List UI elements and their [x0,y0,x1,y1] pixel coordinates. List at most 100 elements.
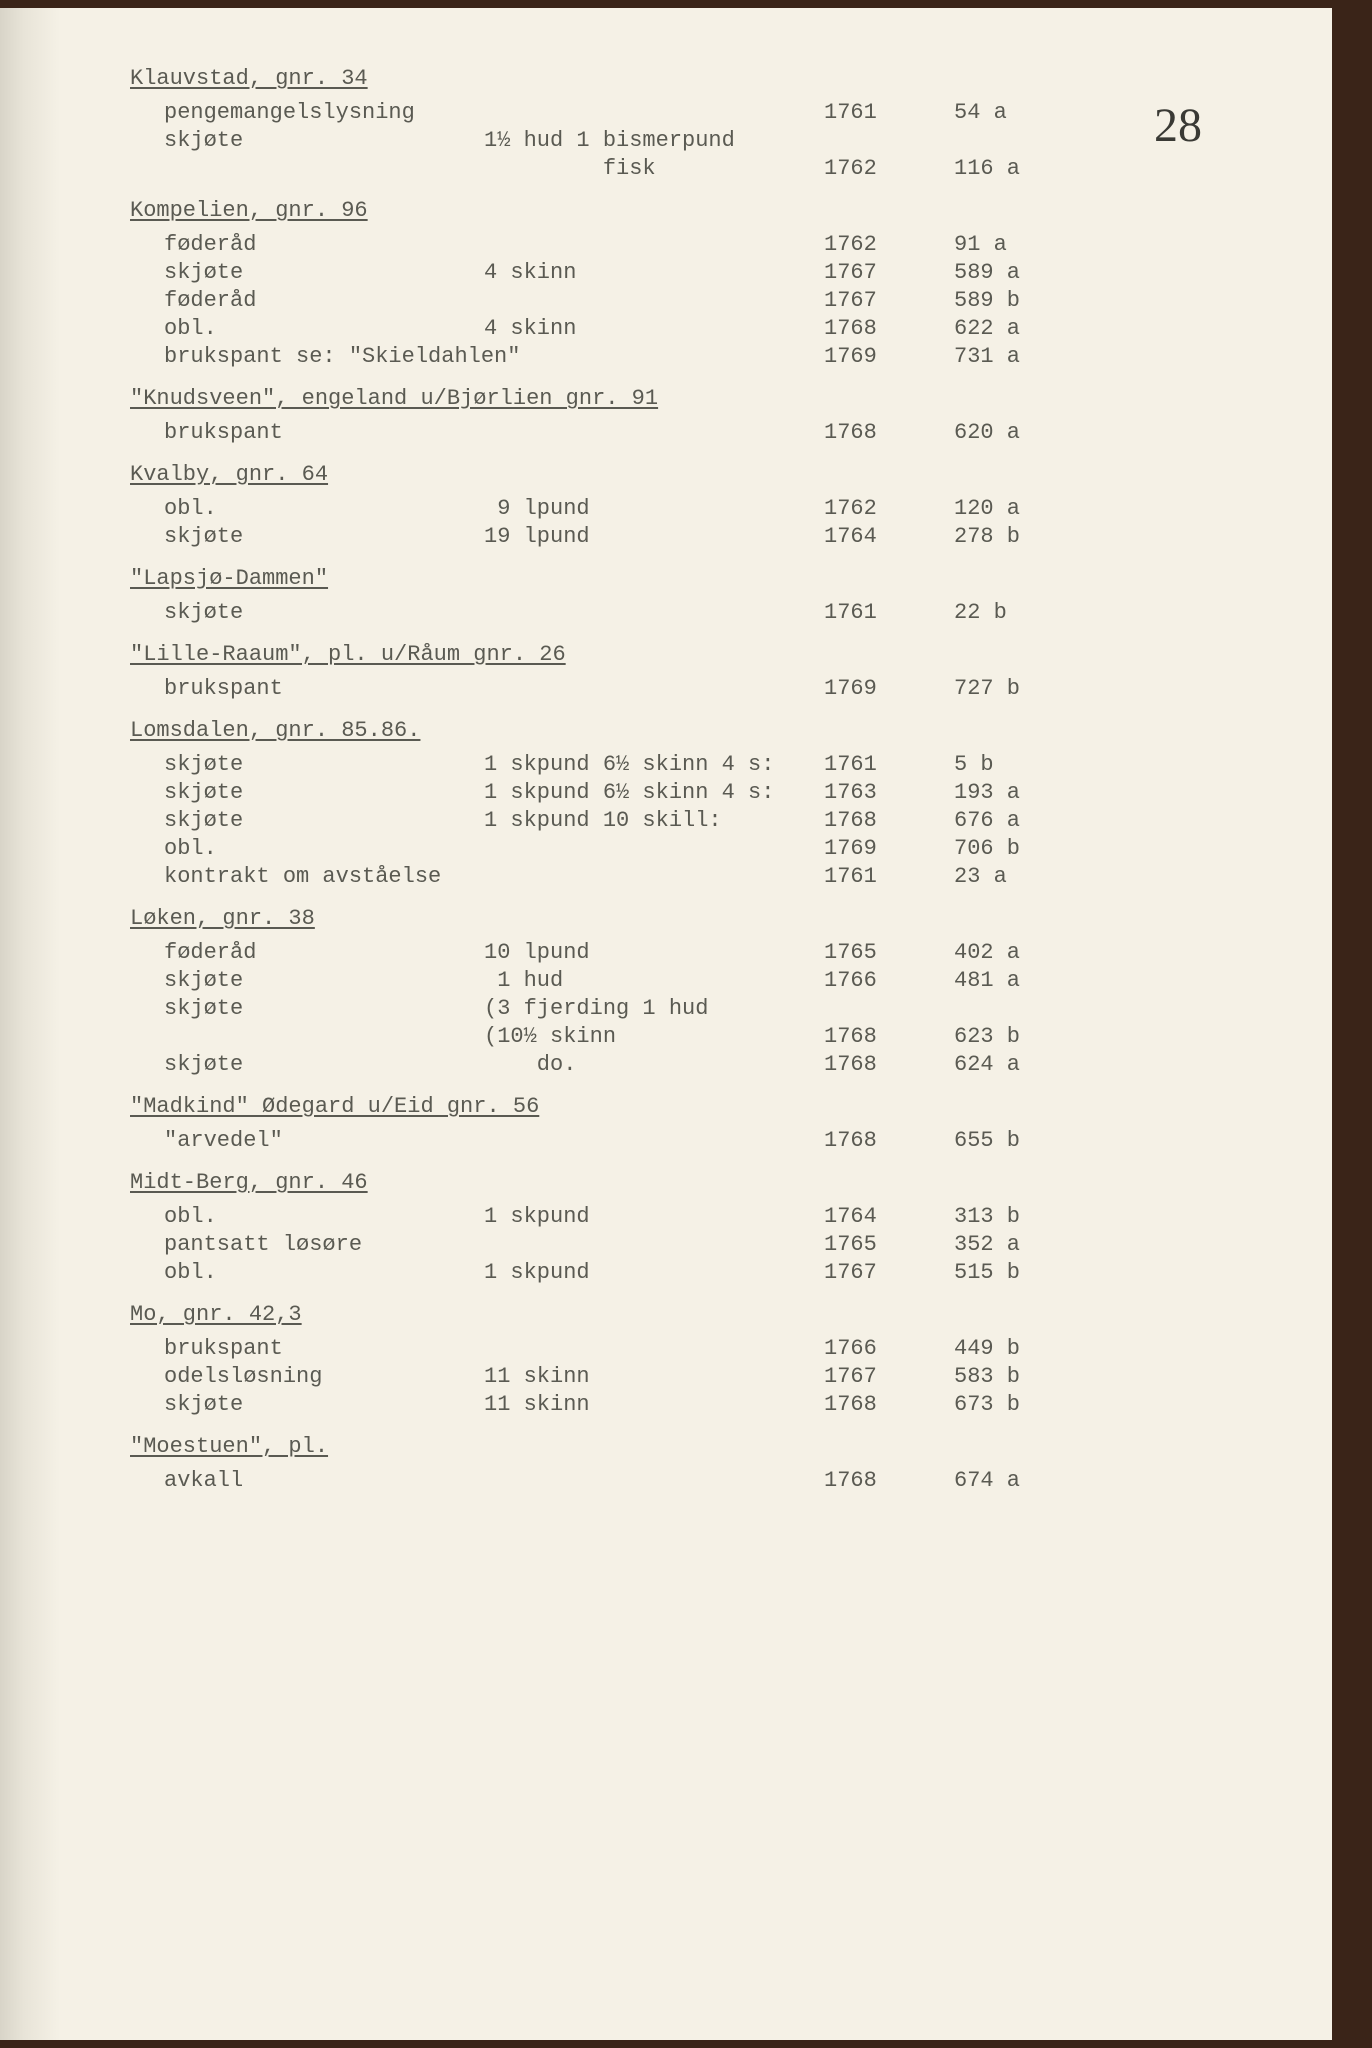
entry-ref: 481 a [954,970,1074,992]
section-heading: "Knudsveen", engeland u/Bjørlien gnr. 91 [130,388,658,410]
section-heading-row: Mo, gnr. 42,3 [130,1304,1242,1332]
entry-amount: 1 skpund [484,1262,824,1284]
ledger-row: skjøte19 lpund1764278 b [130,526,1242,554]
entry-ref: 5 b [954,754,1074,776]
entry-label: avkall [130,1470,484,1492]
entry-ref: 589 b [954,290,1074,312]
ledger-row: skjøte176122 b [130,602,1242,630]
entry-label: obl. [130,1206,484,1228]
entry-amount: 1 hud [484,970,824,992]
section-gap [130,1498,1242,1512]
entry-amount: 11 skinn [484,1394,824,1416]
entry-year: 1768 [824,1470,954,1492]
entry-ref: 589 a [954,262,1074,284]
ledger-row: avkall1768674 a [130,1470,1242,1498]
entry-label: skjøte [130,970,484,992]
section-heading: "Madkind" Ødegard u/Eid gnr. 56 [130,1096,539,1118]
entry-year: 1767 [824,262,954,284]
entry-year: 1768 [824,1054,954,1076]
entry-label: skjøte [130,526,484,548]
entry-amount: do. [484,1054,824,1076]
entry-label: odelsløsning [130,1366,484,1388]
ledger-row: føderåd 176291 a [130,234,1242,262]
entry-year: 1764 [824,526,954,548]
entry-label: kontrakt om avståelse [130,866,484,888]
ledger-row: odelsløsning11 skinn1767583 b [130,1366,1242,1394]
ledger-row: skjøte 1 hud1766481 a [130,970,1242,998]
entry-year: 1763 [824,782,954,804]
ledger-row: skjøte11 skinn1768673 b [130,1394,1242,1422]
ledger-row: skjøte1 skpund 6½ skinn 4 s:1763193 a [130,782,1242,810]
section-heading: "Moestuen", pl. [130,1436,328,1458]
entry-amount: 1 skpund [484,1206,824,1228]
ledger-row: pantsatt løsøre1765352 a [130,1234,1242,1262]
entry-ref: 622 a [954,318,1074,340]
ledger-row: skjøte4 skinn1767589 a [130,262,1242,290]
entry-label: føderåd [130,234,484,256]
ledger-row: obl.1 skpund1764313 b [130,1206,1242,1234]
entry-year: 1761 [824,754,954,776]
entry-amount: (10½ skinn [484,1026,824,1048]
entry-year: 1766 [824,1338,954,1360]
entry-ref: 313 b [954,1206,1074,1228]
section-heading-row: Midt-Berg, gnr. 46 [130,1172,1242,1200]
section-heading: Lomsdalen, gnr. 85.86. [130,720,420,742]
entry-year: 1768 [824,810,954,832]
entry-ref: 402 a [954,942,1074,964]
entry-label: skjøte [130,754,484,776]
ledger-row: skjøte do.1768624 a [130,1054,1242,1082]
section-heading: Mo, gnr. 42,3 [130,1304,302,1326]
entry-amount: 11 skinn [484,1366,824,1388]
section-heading-row: "Moestuen", pl. [130,1436,1242,1464]
entry-ref: 120 a [954,498,1074,520]
entry-label: brukspant [130,422,484,444]
entry-year: 1761 [824,102,954,124]
entry-amount: 1 skpund 10 skill: [484,810,824,832]
entry-ref: 278 b [954,526,1074,548]
entry-label: skjøte [130,1394,484,1416]
entry-year: 1768 [824,422,954,444]
entry-ref: 727 b [954,678,1074,700]
entry-year: 1768 [824,1130,954,1152]
entry-label: "arvedel" [130,1130,484,1152]
entry-ref: 22 b [954,602,1074,624]
entry-label: pantsatt løsøre [130,1234,484,1256]
entry-year: 1767 [824,1366,954,1388]
entry-amount: 1 skpund 6½ skinn 4 s: [484,782,824,804]
entry-amount: (3 fjerding 1 hud [484,998,824,1020]
entry-year: 1762 [824,498,954,520]
ledger-row: brukspant1769727 b [130,678,1242,706]
section-heading: "Lapsjø-Dammen" [130,568,328,590]
entry-ref: 706 b [954,838,1074,860]
entry-year: 1762 [824,158,954,180]
entry-year: 1765 [824,1234,954,1256]
ledger-row: obl.1 skpund1767515 b [130,1262,1242,1290]
ledger-row: føderåd1767589 b [130,290,1242,318]
entry-ref: 193 a [954,782,1074,804]
entry-label: skjøte [130,782,484,804]
entry-ref: 91 a [954,234,1074,256]
entry-ref: 116 a [954,158,1074,180]
entry-ref: 620 a [954,422,1074,444]
entry-label: brukspant se: "Skieldahlen" [130,346,484,368]
entry-year: 1768 [824,1394,954,1416]
section-heading: Løken, gnr. 38 [130,908,315,930]
entry-ref: 624 a [954,1054,1074,1076]
entry-amount: 4 skinn [484,262,824,284]
section-heading-row: Lomsdalen, gnr. 85.86. [130,720,1242,748]
section-heading: Klauvstad, gnr. 34 [130,68,368,90]
ledger-row: skjøte1 skpund 6½ skinn 4 s:17615 b [130,754,1242,782]
entry-ref: 676 a [954,810,1074,832]
entry-label: skjøte [130,262,484,284]
entry-ref: 655 b [954,1130,1074,1152]
section-heading-row: Løken, gnr. 38 [130,908,1242,936]
ledger-row: pengemangelslysning176154 a [130,102,1242,130]
section-heading: Midt-Berg, gnr. 46 [130,1172,368,1194]
entry-year: 1762 [824,234,954,256]
entry-label: føderåd [130,942,484,964]
entry-year: 1769 [824,838,954,860]
entry-year: 1767 [824,1262,954,1284]
section-heading: Kvalby, gnr. 64 [130,464,328,486]
section-heading: Kompelien, gnr. 96 [130,200,368,222]
section-heading: "Lille-Raaum", pl. u/Råum gnr. 26 [130,644,566,666]
